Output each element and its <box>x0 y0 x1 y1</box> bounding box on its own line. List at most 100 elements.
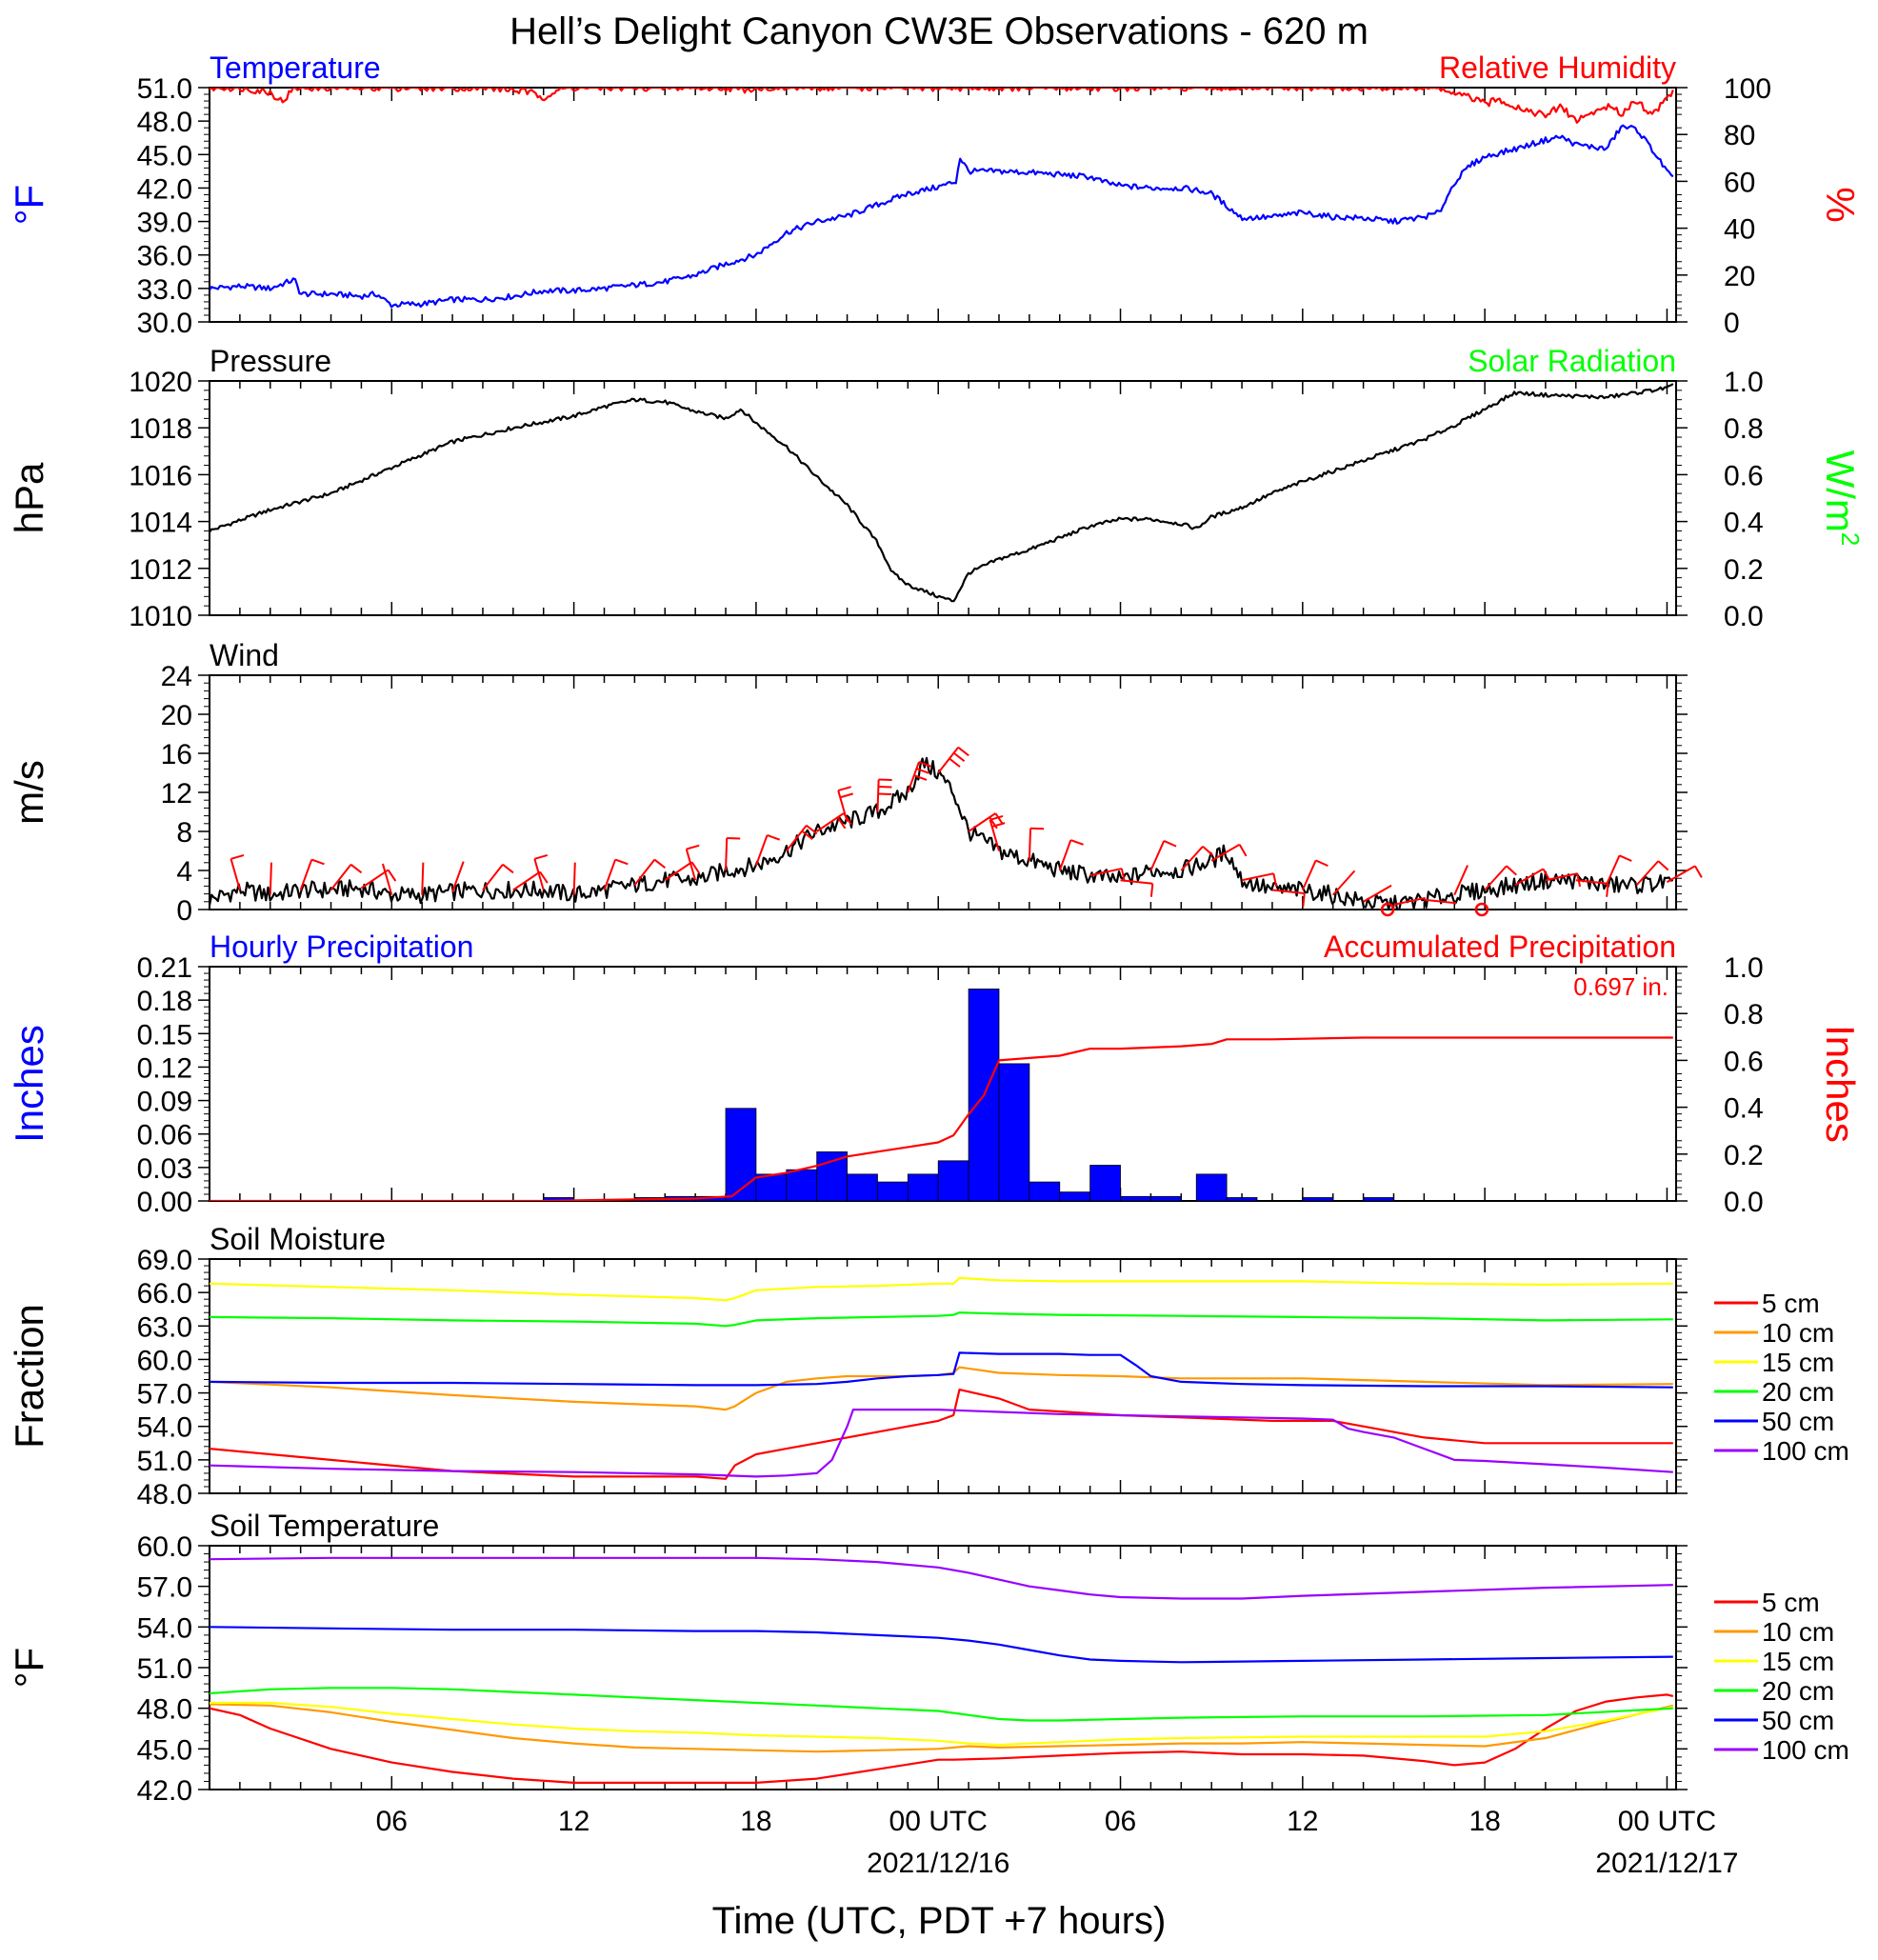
precip-series-accumulated-precipitation <box>210 1036 1673 1201</box>
soilt-frame <box>209 1545 1677 1790</box>
precip-bar <box>1089 1165 1121 1201</box>
wind-barb-feather <box>989 814 1004 821</box>
pres-ytick-label: 1014 <box>129 508 192 539</box>
soilt-series-10-cm <box>210 1703 1674 1753</box>
precip-ytick-right-label: 1.0 <box>1724 952 1764 984</box>
precip-title-left: Hourly Precipitation <box>210 930 473 964</box>
precip-bar <box>998 1063 1030 1201</box>
x-tick-label: 00 UTC <box>1618 1806 1716 1837</box>
soilt-ytick-label: 54.0 <box>137 1612 192 1644</box>
soilt-ytick-label: 60.0 <box>137 1531 192 1563</box>
soilt-legend-label: 50 cm <box>1762 1706 1834 1735</box>
soilt-series-100-cm <box>210 1556 1673 1600</box>
temp-title-right: Relative Humidity <box>1439 50 1676 85</box>
wind-barb <box>1058 839 1072 871</box>
wind-barb-feather <box>653 858 666 869</box>
wind-barb-feather <box>690 861 701 874</box>
pres-title-right: Solar Radiation <box>1468 344 1676 378</box>
wind-barb-feather <box>1070 839 1084 846</box>
wind-ytick-label: 4 <box>176 856 192 888</box>
precip-bar <box>1029 1181 1061 1201</box>
precip-ytick-label: 0.06 <box>137 1120 192 1151</box>
figure-title: Hell’s Delight Canyon CW3E Observations … <box>509 10 1369 52</box>
pres-ylabel-right-superscript: 2 <box>1836 532 1865 546</box>
wind-barb-feather <box>1202 845 1214 856</box>
temp-ytick-right-label: 100 <box>1724 73 1771 105</box>
x-tick-label: 00 UTC <box>889 1806 988 1837</box>
panel-temp: 30.033.036.039.042.045.048.051.0 0 20 40 60 8… <box>7 50 1863 339</box>
soilt-legend-label: 5 cm <box>1762 1588 1820 1617</box>
precip-ytick-label: 0.21 <box>137 952 192 984</box>
wind-barb <box>725 837 729 871</box>
wind-barb <box>572 862 576 895</box>
wind-barb <box>1089 868 1123 877</box>
wind-barb <box>533 858 545 890</box>
wind-frame <box>209 674 1677 910</box>
wind-barb <box>381 863 393 895</box>
temp-ylabel-left: °F <box>7 185 51 225</box>
precip-ytick-label: 0.03 <box>137 1153 192 1185</box>
wind-barb-feather <box>1272 872 1278 888</box>
soilm-plot-area <box>210 1276 1673 1480</box>
soilt-ytick-label: 51.0 <box>137 1653 192 1685</box>
x-tick-label: 18 <box>740 1806 771 1837</box>
time-axis: 06 12 18 00 UTC 06 12 18 00 UTC 2021/12/16 2021/1… <box>376 1806 1739 1879</box>
wind-barb <box>482 864 504 891</box>
wind-barb-feather <box>994 812 1004 826</box>
wind-barb-feather <box>1302 892 1306 908</box>
wind-barb <box>299 859 313 890</box>
wind-barb-feather <box>836 816 847 830</box>
soilm-series-50-cm <box>210 1351 1673 1389</box>
soilt-ylabel-left: °F <box>7 1648 51 1688</box>
precip-ytick-right-label: 0.8 <box>1724 999 1764 1030</box>
soilm-legend-label: 100 cm <box>1762 1436 1849 1466</box>
soilt-title-left: Soil Temperature <box>210 1509 439 1543</box>
precip-bar <box>725 1108 757 1201</box>
pres-ytick-label: 1016 <box>129 460 192 491</box>
x-tick-label: 06 <box>1105 1806 1136 1837</box>
precip-ytick-right-label: 0.2 <box>1724 1140 1764 1171</box>
wind-barb-feather <box>801 830 813 841</box>
wind-barb-feather <box>1542 868 1551 881</box>
pres-ytick-right-label: 0.0 <box>1724 601 1764 632</box>
wind-barb-feather <box>502 863 514 874</box>
soilt-legend-label: 10 cm <box>1762 1617 1834 1647</box>
wind-barb <box>1301 860 1317 890</box>
wind-barb-feather <box>1606 883 1609 897</box>
soilm-ytick-label: 57.0 <box>137 1379 192 1410</box>
soilm-ylabel-left: Fraction <box>7 1304 51 1449</box>
precip-annotation: 0.697 in. <box>1573 972 1668 1001</box>
precip-ytick-label: 0.18 <box>137 986 192 1017</box>
temp-ytick-right-label: 80 <box>1724 120 1755 151</box>
wind-barb <box>1210 843 1241 862</box>
pres-ytick-right-label: 1.0 <box>1724 367 1764 398</box>
pres-ytick-label: 1018 <box>129 413 192 445</box>
temp-series-temperature <box>210 124 1674 309</box>
wind-barb-feather <box>991 822 1006 828</box>
soilm-ytick-label: 60.0 <box>137 1345 192 1376</box>
wind-barb <box>1545 872 1578 882</box>
precip-ylabel-right: Inches <box>1818 1025 1863 1143</box>
wind-barb-feather <box>1149 883 1154 897</box>
wind-ytick-label: 0 <box>176 895 192 927</box>
temp-ytick-label: 30.0 <box>137 308 192 339</box>
wind-barb <box>1149 840 1166 871</box>
wind-barb-feather <box>918 761 932 768</box>
wind-barb <box>1484 865 1508 891</box>
wind-barb <box>1331 870 1356 896</box>
wind-barb <box>512 870 541 891</box>
x-tick-label: 12 <box>1287 1806 1318 1837</box>
wind-barb-feather <box>806 824 818 835</box>
wind-barb <box>1028 828 1032 861</box>
wind-barb-feather <box>957 746 969 757</box>
panel-soilt: 42.0 45.0 48.0 51.0 54.0 57.0 60.0 Soil Tempera… <box>7 1509 1849 1807</box>
temp-ytick-right-label: 40 <box>1724 214 1755 246</box>
precip-bar <box>755 1173 788 1201</box>
pres-ylabel-right: W/m2 <box>1818 450 1865 547</box>
soilm-series-20-cm <box>210 1311 1673 1328</box>
pres-ytick-right-label: 0.2 <box>1724 554 1764 586</box>
pres-title-left: Pressure <box>210 344 331 378</box>
panel-wind: 0 4 8 12 16 20 24 Wind m/s <box>7 638 1703 927</box>
wind-barb <box>330 864 352 891</box>
wind-ytick-label: 8 <box>176 817 192 849</box>
